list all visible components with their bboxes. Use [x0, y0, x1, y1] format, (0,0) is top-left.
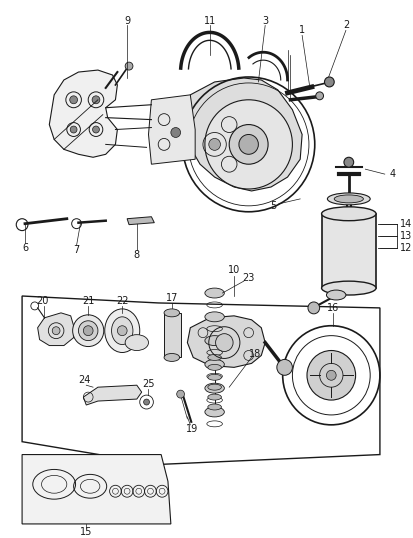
Text: 1: 1 — [298, 25, 304, 36]
Circle shape — [306, 351, 355, 400]
Text: 18: 18 — [249, 350, 261, 359]
Circle shape — [315, 92, 323, 100]
Circle shape — [117, 325, 127, 336]
Polygon shape — [22, 455, 171, 524]
Circle shape — [70, 126, 77, 133]
Circle shape — [72, 315, 104, 346]
Circle shape — [208, 138, 220, 150]
Polygon shape — [164, 313, 180, 357]
Text: 20: 20 — [36, 296, 49, 306]
Ellipse shape — [204, 407, 224, 417]
Polygon shape — [38, 313, 74, 345]
Ellipse shape — [204, 359, 224, 370]
Circle shape — [215, 334, 233, 351]
Text: 14: 14 — [399, 218, 412, 229]
Polygon shape — [148, 95, 195, 164]
Ellipse shape — [207, 404, 221, 410]
Circle shape — [276, 359, 292, 376]
Circle shape — [238, 134, 258, 154]
Text: 5: 5 — [269, 201, 275, 211]
Ellipse shape — [333, 195, 363, 203]
Text: 11: 11 — [203, 16, 215, 25]
Text: 22: 22 — [116, 296, 128, 306]
Circle shape — [93, 126, 99, 133]
Text: 12: 12 — [399, 243, 412, 253]
Circle shape — [343, 157, 353, 167]
Bar — [321, 214, 375, 288]
Ellipse shape — [207, 374, 221, 380]
Ellipse shape — [204, 336, 224, 345]
Ellipse shape — [204, 288, 224, 298]
Circle shape — [92, 96, 100, 104]
Ellipse shape — [321, 207, 375, 221]
Ellipse shape — [207, 355, 221, 360]
Circle shape — [143, 399, 149, 405]
Ellipse shape — [207, 364, 221, 370]
Ellipse shape — [204, 383, 224, 393]
Circle shape — [52, 327, 60, 335]
Circle shape — [204, 100, 292, 189]
Text: 6: 6 — [22, 243, 28, 253]
Text: 4: 4 — [389, 169, 395, 179]
Ellipse shape — [325, 290, 345, 300]
Text: 8: 8 — [133, 250, 140, 260]
Circle shape — [176, 390, 184, 398]
Text: 25: 25 — [142, 379, 154, 389]
Circle shape — [78, 321, 98, 341]
Circle shape — [69, 96, 77, 104]
Ellipse shape — [204, 312, 224, 322]
Ellipse shape — [327, 193, 369, 205]
Polygon shape — [49, 70, 117, 157]
Circle shape — [125, 62, 133, 70]
Polygon shape — [127, 217, 154, 225]
Circle shape — [307, 302, 319, 314]
Polygon shape — [185, 78, 301, 191]
Circle shape — [83, 325, 93, 336]
Text: 7: 7 — [73, 245, 79, 256]
Text: 2: 2 — [342, 20, 348, 31]
Polygon shape — [187, 316, 265, 367]
Ellipse shape — [164, 353, 179, 362]
Text: 9: 9 — [124, 16, 130, 25]
Circle shape — [229, 125, 268, 164]
Ellipse shape — [207, 384, 221, 390]
Circle shape — [324, 77, 333, 87]
Text: 17: 17 — [165, 293, 178, 303]
Ellipse shape — [125, 335, 148, 351]
Text: 16: 16 — [326, 303, 339, 313]
Text: 3: 3 — [261, 16, 268, 25]
Circle shape — [171, 128, 180, 137]
Ellipse shape — [207, 394, 221, 400]
Text: 21: 21 — [82, 296, 94, 306]
Ellipse shape — [104, 309, 140, 352]
Circle shape — [325, 370, 335, 380]
Text: 23: 23 — [242, 273, 254, 283]
Ellipse shape — [111, 317, 133, 344]
Text: 24: 24 — [78, 375, 90, 385]
Polygon shape — [83, 385, 141, 405]
Ellipse shape — [321, 281, 375, 295]
Text: 10: 10 — [228, 265, 240, 275]
Ellipse shape — [164, 309, 179, 317]
Text: 15: 15 — [80, 527, 92, 537]
Text: 13: 13 — [399, 231, 412, 240]
Text: 19: 19 — [186, 424, 198, 434]
